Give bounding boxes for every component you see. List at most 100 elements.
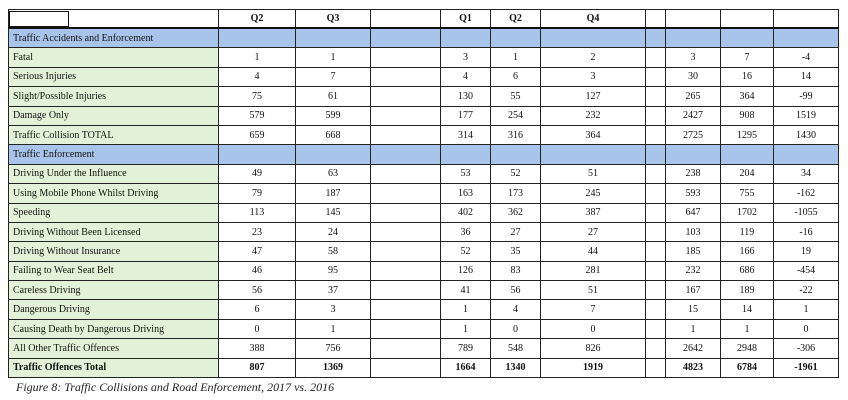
- value-cell: 51: [540, 280, 646, 301]
- section-cell: [645, 144, 666, 165]
- data-row: Traffic Collision TOTAL 659 668 314 316 364 27…: [8, 124, 839, 146]
- value-cell: 686: [720, 260, 774, 282]
- header-cell: Q4: [540, 9, 646, 29]
- row-label: Traffic Collision TOTAL: [8, 124, 219, 146]
- value-cell: 56: [218, 280, 296, 301]
- value-cell: -99: [773, 86, 839, 107]
- value-cell: 6784: [720, 357, 774, 379]
- data-row: Speeding 113 145 402 362 387 647 1702 -1055: [8, 202, 839, 223]
- header-cell: [773, 9, 839, 29]
- value-cell: 4: [490, 299, 541, 320]
- blank-cell: [645, 86, 666, 107]
- value-cell: 36: [440, 221, 491, 243]
- blank-cell: [645, 183, 666, 204]
- value-cell: 807: [218, 357, 296, 379]
- value-cell: 755: [720, 183, 774, 204]
- value-cell: 173: [490, 183, 541, 204]
- blank-cell: [370, 241, 441, 262]
- value-cell: 55: [490, 86, 541, 107]
- data-row: Using Mobile Phone Whilst Driving 79 187 16…: [8, 183, 839, 204]
- value-cell: 7: [295, 66, 371, 88]
- blank-cell: [370, 202, 441, 223]
- value-cell: 316: [490, 124, 541, 146]
- value-cell: 0: [540, 318, 646, 340]
- value-cell: -22: [773, 280, 839, 301]
- value-cell: 127: [540, 86, 646, 107]
- value-cell: -16: [773, 221, 839, 243]
- data-row: Driving Under the Influence 49 63 53 52 51 238…: [8, 163, 839, 185]
- value-cell: 95: [295, 260, 371, 282]
- value-cell: -162: [773, 183, 839, 204]
- value-cell: 1295: [720, 124, 774, 146]
- value-cell: -454: [773, 260, 839, 282]
- value-cell: 187: [295, 183, 371, 204]
- section-cell: [295, 144, 371, 165]
- value-cell: 2642: [665, 338, 721, 359]
- value-cell: 1: [773, 299, 839, 320]
- blank-cell: [645, 357, 666, 379]
- value-cell: 27: [490, 221, 541, 243]
- value-cell: 2948: [720, 338, 774, 359]
- section-cell: [773, 144, 839, 165]
- blank-cell: [370, 163, 441, 185]
- data-row: Slight/Possible Injuries 75 61 130 55 127 265 3…: [8, 86, 839, 107]
- value-cell: 130: [440, 86, 491, 107]
- value-cell: 52: [440, 241, 491, 262]
- value-cell: 281: [540, 260, 646, 282]
- value-cell: 15: [665, 299, 721, 320]
- value-cell: 756: [295, 338, 371, 359]
- data-row: Failing to Wear Seat Belt 46 95 126 83 281 232…: [8, 260, 839, 282]
- header-row: Q2 Q3 Q1 Q2 Q4: [8, 9, 839, 29]
- value-cell: 826: [540, 338, 646, 359]
- section-cell: [440, 144, 491, 165]
- section-label: Traffic Accidents and Enforcement: [8, 27, 219, 49]
- value-cell: 1: [218, 47, 296, 68]
- value-cell: 6: [490, 66, 541, 88]
- row-label: All Other Traffic Offences: [8, 338, 219, 359]
- value-cell: 1: [490, 47, 541, 68]
- value-cell: 103: [665, 221, 721, 243]
- row-label: Driving Without Been Licensed: [8, 221, 219, 243]
- section-cell: [665, 27, 721, 49]
- value-cell: 37: [295, 280, 371, 301]
- row-label: Driving Under the Influence: [8, 163, 219, 185]
- value-cell: -1961: [773, 357, 839, 379]
- value-cell: 61: [295, 86, 371, 107]
- data-row: Driving Without Insurance 47 58 52 35 44 185 16…: [8, 241, 839, 262]
- value-cell: 4: [440, 66, 491, 88]
- row-label: Driving Without Insurance: [8, 241, 219, 262]
- row-label: Damage Only: [8, 105, 219, 126]
- value-cell: 1: [665, 318, 721, 340]
- blank-cell: [370, 183, 441, 204]
- value-cell: 1: [720, 318, 774, 340]
- value-cell: 52: [490, 163, 541, 185]
- blank-cell: [645, 221, 666, 243]
- value-cell: 1: [440, 318, 491, 340]
- blank-cell: [645, 338, 666, 359]
- blank-cell: [645, 202, 666, 223]
- blank-cell: [370, 357, 441, 379]
- data-row: Dangerous Driving 6 3 1 4 7 15 14 1: [8, 299, 839, 320]
- value-cell: 16: [720, 66, 774, 88]
- row-label: Causing Death by Dangerous Driving: [8, 318, 219, 340]
- value-cell: 2427: [665, 105, 721, 126]
- section-cell: [773, 27, 839, 49]
- data-row: All Other Traffic Offences 388 756 789 548 82…: [8, 338, 839, 359]
- value-cell: 789: [440, 338, 491, 359]
- value-cell: 41: [440, 280, 491, 301]
- value-cell: 75: [218, 86, 296, 107]
- value-cell: 53: [440, 163, 491, 185]
- value-cell: 3: [440, 47, 491, 68]
- section-cell: [490, 27, 541, 49]
- blank-cell: [645, 105, 666, 126]
- row-label: Slight/Possible Injuries: [8, 86, 219, 107]
- value-cell: 238: [665, 163, 721, 185]
- value-cell: 7: [720, 47, 774, 68]
- value-cell: 659: [218, 124, 296, 146]
- value-cell: 79: [218, 183, 296, 204]
- value-cell: 63: [295, 163, 371, 185]
- value-cell: 30: [665, 66, 721, 88]
- row-label: Traffic Offences Total: [8, 357, 219, 379]
- value-cell: 668: [295, 124, 371, 146]
